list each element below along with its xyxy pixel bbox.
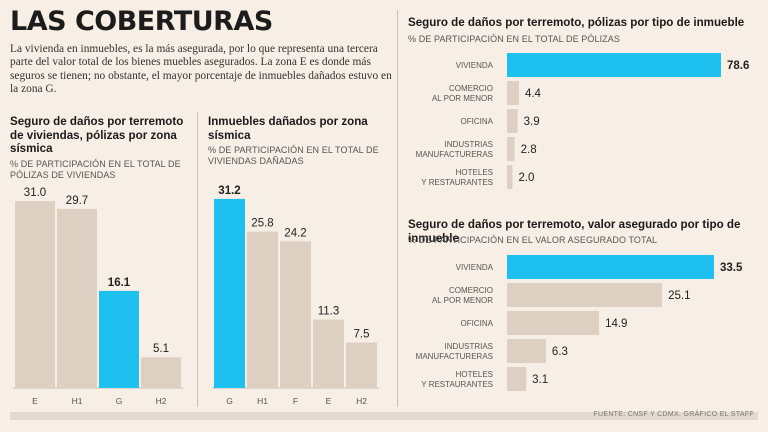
bar-value-label: 7.5	[354, 329, 370, 341]
bar	[507, 339, 546, 363]
category-label: G	[226, 396, 233, 406]
bar-value-label: 6.3	[552, 346, 568, 358]
category-label: Y RESTAURANTES	[421, 178, 493, 187]
category-label: AL POR MENOR	[432, 296, 493, 305]
footer-bar	[10, 412, 758, 420]
chart-subtitle-polizas-tipo: % DE PARTICIPACIÓN EN EL TOTAL DE PÓLIZA…	[408, 34, 620, 44]
bar	[15, 201, 55, 388]
bar	[507, 283, 663, 307]
intro-text: La vivienda en inmuebles, es la más aseg…	[10, 43, 392, 96]
category-label: OFICINA	[461, 117, 494, 126]
category-label: INDUSTRIAS	[445, 342, 493, 351]
bar-value-label: 25.8	[251, 218, 273, 230]
bar	[507, 81, 519, 105]
chart-title-viviendas: Seguro de daños por terremoto de viviend…	[10, 115, 184, 155]
bar	[507, 255, 714, 279]
category-label: HOTELES	[456, 168, 493, 177]
category-label: H1	[72, 396, 83, 406]
divider-right	[397, 10, 398, 407]
chart-title-danados: Inmuebles dañados por zona sísmica	[208, 115, 368, 142]
bar-value-label: 2.0	[518, 172, 534, 184]
category-label: F	[293, 396, 298, 406]
bar	[507, 311, 600, 335]
bar-value-label: 16.1	[108, 277, 131, 289]
category-label: COMERCIO	[449, 84, 493, 93]
category-label: AL POR MENOR	[432, 94, 493, 103]
category-label: MANUFACTURERAS	[416, 352, 493, 361]
category-label: COMERCIO	[449, 286, 493, 295]
bar	[346, 342, 377, 388]
category-label: H2	[156, 396, 167, 406]
bar-value-label: 29.7	[66, 195, 88, 207]
category-label: HOTELES	[456, 370, 493, 379]
bar	[141, 357, 181, 388]
bar	[507, 137, 515, 161]
bar	[280, 241, 311, 388]
category-label: E	[32, 396, 38, 406]
chart-title-valor-tipo: Seguro de daños por terremoto, valor ase…	[408, 218, 741, 245]
bar	[214, 198, 245, 388]
category-label: VIVIENDA	[456, 61, 494, 70]
bar-value-label: 33.5	[720, 262, 743, 274]
category-label: Y RESTAURANTES	[421, 380, 493, 389]
bar-value-label: 31.2	[218, 185, 240, 197]
bar-value-label: 5.1	[153, 343, 169, 355]
bar-value-label: 24.2	[284, 227, 306, 239]
bar-value-label: 78.6	[727, 60, 749, 72]
chart-title-polizas-tipo: Seguro de daños por terremoto, pólizas p…	[408, 16, 745, 29]
category-label: H1	[257, 396, 268, 406]
category-label: MANUFACTURERAS	[416, 150, 493, 159]
bar	[507, 109, 518, 133]
bar-value-label: 14.9	[605, 318, 627, 330]
bar	[247, 231, 278, 388]
bar	[57, 208, 97, 388]
bar-value-label: 25.1	[668, 290, 690, 302]
page-title: LAS COBERTURAS	[10, 6, 273, 37]
bar	[507, 165, 513, 189]
category-label: G	[116, 396, 123, 406]
bar-value-label: 11.3	[318, 306, 340, 318]
bar	[507, 53, 721, 77]
category-label: VIVIENDA	[456, 263, 494, 272]
divider-left	[197, 112, 198, 407]
chart-subtitle-valor-tipo: % DE PARTICIPACIÓN EN EL VALOR ASEGURADO…	[408, 235, 658, 245]
bar	[313, 319, 344, 388]
bar	[507, 367, 527, 391]
category-label: E	[326, 396, 332, 406]
bar-value-label: 3.1	[532, 374, 548, 386]
chart-subtitle-danados: % DE PARTICIPACIÓN EN EL TOTAL DE VIVIEN…	[208, 145, 379, 166]
category-label: OFICINA	[461, 319, 494, 328]
bar-value-label: 31.0	[24, 187, 46, 199]
bar-value-label: 2.8	[521, 144, 537, 156]
category-label: H2	[356, 396, 367, 406]
bar-value-label: 4.4	[525, 88, 542, 100]
source-credit: FUENTE: CNSF Y CDMX. GRÁFICO EL STAFF	[593, 411, 754, 418]
bar	[99, 290, 139, 388]
category-label: INDUSTRIAS	[445, 140, 493, 149]
bar-value-label: 3.9	[524, 116, 540, 128]
chart-subtitle-viviendas: % DE PARTICIPACIÓN EN EL TOTAL DE PÓLIZA…	[10, 159, 181, 180]
